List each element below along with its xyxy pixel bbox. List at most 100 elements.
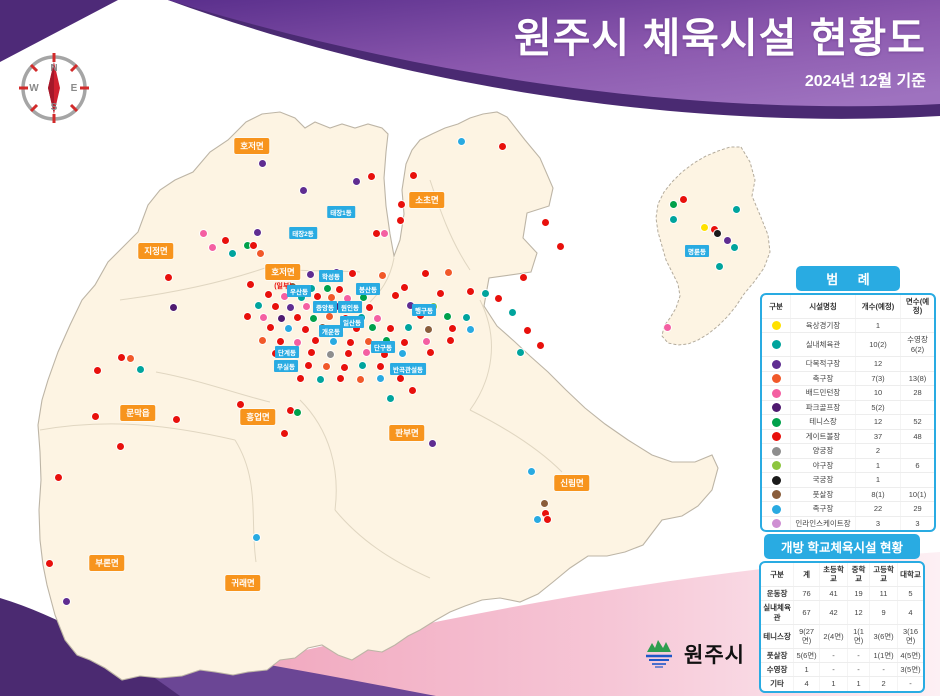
region-label: 귀래면 <box>225 575 261 591</box>
legend-name-cell: 테니스장 <box>790 414 856 430</box>
facility-dot <box>334 302 342 310</box>
legend-faces-cell: 29 <box>900 501 934 517</box>
facility-dot <box>446 336 454 344</box>
legend-name-cell: 축구장 <box>790 371 856 387</box>
legend-faces-cell <box>900 318 934 334</box>
facility-dot <box>732 205 740 213</box>
wonju-city-logo: 원주시 <box>644 638 745 670</box>
facility-dot <box>481 289 489 297</box>
legend-row: 게이트볼장 37 48 <box>762 429 934 445</box>
school-value-cell: 1 <box>847 676 871 691</box>
dong-label: 단구동 <box>371 341 395 353</box>
legend-count-cell: 10 <box>855 385 901 401</box>
school-value-cell: 3(6면) <box>869 624 899 649</box>
legend-faces-cell: 48 <box>900 429 934 445</box>
legend-count-cell: 3 <box>855 516 901 531</box>
legend-name-cell: 양궁장 <box>790 443 856 459</box>
facility-dot <box>307 348 315 356</box>
legend-color-cell <box>762 501 791 517</box>
dong-label: 무실동 <box>274 360 298 372</box>
facility-dot <box>362 348 370 356</box>
legend-color-cell <box>762 414 791 430</box>
legend-count-cell: 1 <box>855 318 901 334</box>
facility-dot <box>93 366 101 374</box>
school-col-header: 초등학교 <box>819 563 848 587</box>
school-row-header: 운동장 <box>761 586 795 602</box>
facility-dot <box>293 338 301 346</box>
facility-dot <box>428 439 436 447</box>
facility-dot <box>396 374 404 382</box>
facility-dot <box>322 362 330 370</box>
facility-color-dot <box>771 504 781 514</box>
legend-count-cell: 1 <box>855 472 901 488</box>
school-value-cell: 1(1면) <box>869 648 899 664</box>
dong-label: 태장2동 <box>289 227 317 239</box>
legend-row: 풋살장 8(1) 10(1) <box>762 487 934 503</box>
dong-label: 원인동 <box>338 301 362 313</box>
facility-dot <box>436 289 444 297</box>
facility-dot <box>373 314 381 322</box>
facility-dot <box>348 269 356 277</box>
page-title: 원주시 체육시설 현황도 <box>514 15 926 61</box>
facility-color-dot <box>771 417 781 427</box>
facility-dot <box>556 242 564 250</box>
banner-swoosh-dark <box>168 0 940 119</box>
facility-dot <box>424 325 432 333</box>
legend-name-cell: 실내체육관 <box>790 332 856 358</box>
facility-dot <box>700 223 708 231</box>
facility-dot <box>340 363 348 371</box>
banner: 원주시 체육시설 현황도 2024년 12월 기준 <box>514 15 926 91</box>
logo-mountain-icon <box>646 640 672 668</box>
facility-color-dot <box>771 374 781 384</box>
facility-color-dot <box>771 490 781 500</box>
school-value-cell: 4 <box>897 600 923 625</box>
school-value-cell: 67 <box>793 600 821 625</box>
school-row-header: 수영장 <box>761 662 795 678</box>
legend-color-cell <box>762 516 791 531</box>
facility-dot <box>323 284 331 292</box>
facility-dot <box>710 225 718 233</box>
corner-triangle <box>0 0 118 62</box>
school-value-cell: 5(6면) <box>793 648 821 664</box>
facility-dot <box>386 394 394 402</box>
legend-row: 실내체육관 10(2) 수영장6(2) <box>762 332 934 358</box>
dong-label: 개운동 <box>319 325 343 337</box>
facility-dot <box>422 337 430 345</box>
legend-faces-cell: 수영장6(2) <box>900 332 934 358</box>
school-value-cell: 5 <box>897 586 923 602</box>
legend-color-cell <box>762 487 791 503</box>
facility-dot <box>252 533 260 541</box>
facility-dot <box>715 262 723 270</box>
legend-color-cell <box>762 429 791 445</box>
facility-dot <box>663 323 671 331</box>
legend-name-cell: 배드민턴장 <box>790 385 856 401</box>
facility-dot <box>254 301 262 309</box>
region-label: 지정면 <box>138 243 174 259</box>
facility-dot <box>343 294 351 302</box>
facility-dot <box>325 312 333 320</box>
school-row: 수영장 1- - -3(5면) <box>761 662 923 678</box>
school-value-cell: 1(1면) <box>847 624 871 649</box>
facility-dot <box>243 312 251 320</box>
facility-dot <box>533 515 541 523</box>
facility-dot <box>352 177 360 185</box>
legend-name-cell: 다목적구장 <box>790 356 856 372</box>
facility-dot <box>258 159 266 167</box>
school-value-cell: 4(5면) <box>897 648 923 664</box>
facility-dot <box>126 354 134 362</box>
legend-row: 다목적구장 12 <box>762 356 934 372</box>
school-table: 구분 계 초등학교 중학교 고등학교 대학교 운동장 76 41 19 11 5 실내체육관 67 42 1… <box>761 563 923 691</box>
facility-dot <box>359 293 367 301</box>
facility-dot <box>311 336 319 344</box>
facility-dot <box>45 559 53 567</box>
facility-dot <box>462 313 470 321</box>
facility-dot <box>421 269 429 277</box>
facility-dot <box>540 499 548 507</box>
dong-label: 일산동 <box>340 316 364 328</box>
legend-row: 양궁장 2 <box>762 443 934 459</box>
facility-dot <box>527 467 535 475</box>
legend-color-cell <box>762 356 791 372</box>
legend-panel: 범 례 구분 시설명칭 개수(예정) 면수(예정) 육상경기장 1 실내체육관 10(2) 수… <box>760 266 936 533</box>
legend-count-cell: 37 <box>855 429 901 445</box>
school-col-header: 중학교 <box>847 563 871 587</box>
